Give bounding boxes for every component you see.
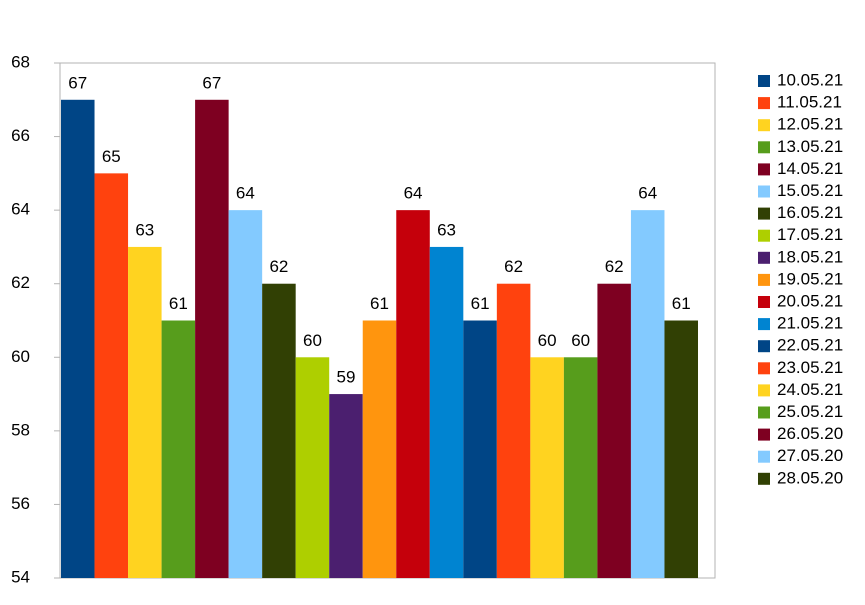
data-label: 60 [303, 331, 322, 350]
y-tick-label: 68 [11, 52, 30, 71]
legend-label: 13.05.21 [777, 137, 843, 156]
legend-label: 26.05.20 [777, 424, 843, 443]
legend-label: 12.05.21 [777, 115, 843, 134]
legend-swatch [758, 75, 770, 87]
data-label: 61 [672, 294, 691, 313]
data-label: 61 [471, 294, 490, 313]
data-label: 64 [236, 184, 255, 203]
data-label: 62 [605, 257, 624, 276]
legend-swatch [758, 97, 770, 110]
legend-swatch [758, 119, 770, 132]
legend-swatch [758, 251, 770, 264]
legend-label: 28.05.20 [777, 468, 843, 487]
legend-label: 24.05.21 [777, 380, 843, 399]
bar [61, 99, 95, 579]
bar [597, 283, 631, 578]
legend-swatch [758, 428, 770, 441]
legend-swatch [758, 141, 770, 154]
data-label: 60 [571, 331, 590, 350]
legend-swatch [758, 229, 770, 242]
legend-swatch [758, 273, 770, 286]
bar [362, 320, 397, 578]
y-tick-label: 64 [11, 200, 30, 219]
legend-swatch [758, 472, 770, 485]
bar [630, 210, 665, 578]
data-label: 61 [169, 294, 188, 313]
bar [228, 210, 263, 578]
legend-swatch [758, 384, 770, 397]
legend-label: 17.05.21 [777, 225, 843, 244]
legend-label: 19.05.21 [777, 269, 843, 288]
y-tick-label: 60 [11, 347, 30, 366]
y-tick-label: 62 [11, 273, 30, 292]
legend-swatch [758, 163, 770, 176]
legend-swatch [758, 318, 770, 331]
data-label: 62 [269, 257, 288, 276]
data-label: 64 [638, 184, 657, 203]
y-tick-label: 66 [11, 126, 30, 145]
bar [496, 283, 531, 578]
bar [161, 320, 196, 578]
legend-label: 21.05.21 [777, 314, 843, 333]
y-tick-label: 54 [11, 567, 30, 586]
data-label: 62 [504, 257, 523, 276]
bar [664, 320, 698, 578]
legend-swatch [758, 296, 770, 308]
legend-swatch [758, 340, 770, 353]
legend-label: 27.05.20 [777, 446, 843, 465]
legend-swatch [758, 207, 770, 220]
y-tick-label: 58 [11, 420, 30, 439]
data-label: 64 [404, 184, 423, 203]
bar [563, 357, 598, 578]
legend-swatch [758, 450, 770, 463]
bar [463, 320, 497, 578]
legend-label: 22.05.21 [777, 336, 843, 355]
data-label: 65 [102, 147, 121, 166]
bar [329, 394, 363, 578]
legend-label: 18.05.21 [777, 247, 843, 266]
legend-swatch [758, 406, 770, 419]
data-label: 59 [337, 368, 356, 387]
bar [429, 246, 464, 578]
bar [195, 99, 229, 579]
bar [396, 210, 430, 578]
legend-swatch [758, 185, 770, 198]
legend-label: 23.05.21 [777, 358, 843, 377]
legend-label: 11.05.21 [777, 93, 842, 112]
legend-label: 16.05.21 [777, 203, 843, 222]
legend-swatch [758, 362, 770, 375]
data-label: 67 [68, 73, 87, 92]
data-label: 63 [437, 220, 456, 239]
bar [128, 246, 162, 578]
y-tick-label: 56 [11, 494, 30, 513]
bar [295, 357, 330, 578]
data-label: 60 [538, 331, 557, 350]
data-label: 63 [135, 220, 154, 239]
data-label: 61 [370, 294, 389, 313]
bar [94, 173, 129, 578]
legend-label: 15.05.21 [777, 181, 843, 200]
legend-label: 14.05.21 [777, 159, 843, 178]
legend-label: 20.05.21 [777, 291, 843, 310]
data-label: 67 [202, 73, 221, 92]
legend-label: 25.05.21 [777, 402, 843, 421]
bar [262, 283, 296, 578]
bar [530, 357, 564, 578]
legend-label: 10.05.21 [777, 70, 843, 89]
